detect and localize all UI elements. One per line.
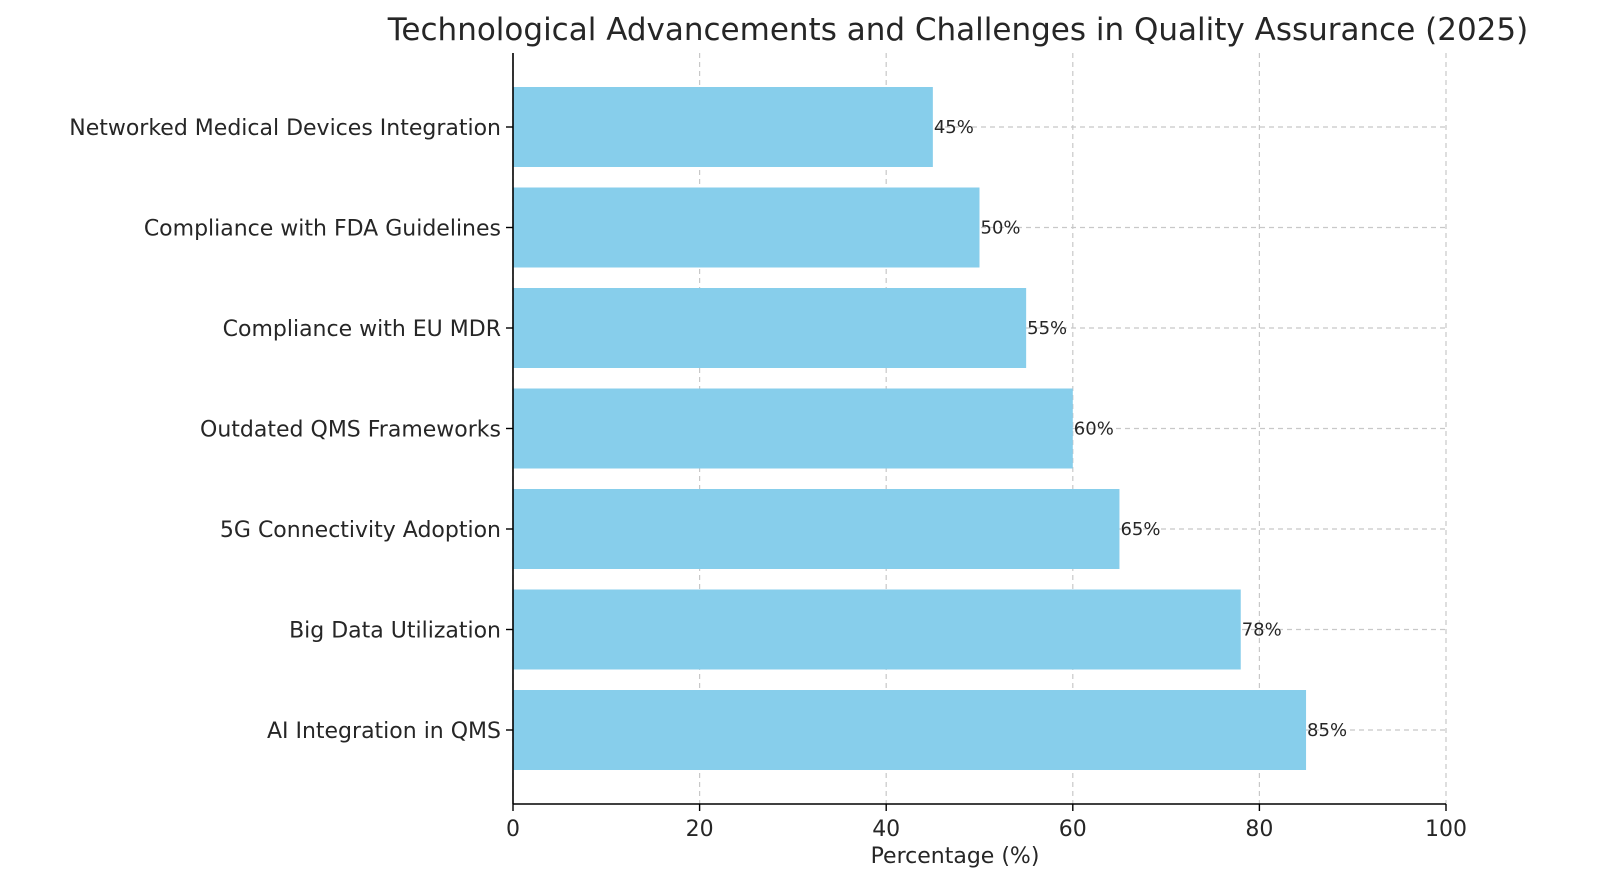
chart-title: Technological Advancements and Challenge… xyxy=(387,12,1528,48)
value-labels: 85% 78% 65% 60% 55% 50% 45% xyxy=(934,117,1347,741)
category-label-4: Compliance with EU MDR xyxy=(223,317,501,342)
x-tick-label-1: 20 xyxy=(686,817,714,842)
category-label-5: Compliance with FDA Guidelines xyxy=(144,217,501,242)
x-tick-label-5: 100 xyxy=(1425,817,1467,842)
bar-1 xyxy=(513,589,1241,670)
category-label-3: Outdated QMS Frameworks xyxy=(200,418,501,443)
value-label-3: 60% xyxy=(1074,419,1114,440)
category-label-6: Networked Medical Devices Integration xyxy=(69,116,501,141)
value-label-2: 65% xyxy=(1120,519,1160,540)
axis-ticks: 0 20 40 60 80 100 AI Integration in QMS Big Dat… xyxy=(69,116,1467,842)
category-label-1: Big Data Utilization xyxy=(289,619,501,644)
value-label-5: 50% xyxy=(981,218,1021,239)
x-axis-title: Percentage (%) xyxy=(871,844,1040,869)
category-label-2: 5G Connectivity Adoption xyxy=(220,518,501,543)
bar-2 xyxy=(513,489,1120,569)
x-tick-label-2: 40 xyxy=(872,817,900,842)
x-tick-label-0: 0 xyxy=(506,817,520,842)
bars xyxy=(513,87,1307,770)
value-label-0: 85% xyxy=(1307,720,1347,741)
bar-3 xyxy=(513,388,1073,469)
bar-6 xyxy=(513,87,933,167)
value-label-4: 55% xyxy=(1027,318,1067,339)
bar-5 xyxy=(513,187,980,268)
x-tick-label-4: 80 xyxy=(1245,817,1273,842)
value-label-1: 78% xyxy=(1242,620,1282,641)
category-label-0: AI Integration in QMS xyxy=(267,719,501,744)
bar-4 xyxy=(513,288,1027,368)
value-label-6: 45% xyxy=(934,117,974,138)
bar-0 xyxy=(513,690,1307,770)
x-tick-label-3: 60 xyxy=(1059,817,1087,842)
